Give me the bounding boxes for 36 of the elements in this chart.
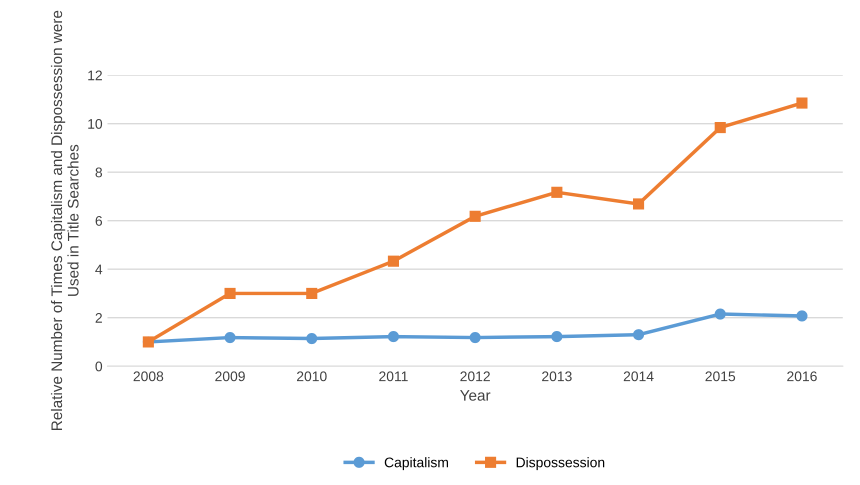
point: [388, 331, 400, 342]
point: [714, 122, 726, 134]
x-tick-label: 2012: [460, 371, 490, 382]
x-tick-label: 2008: [134, 371, 164, 382]
point: [224, 288, 236, 299]
y-tick-label: 10: [88, 119, 102, 129]
x-tick-label: 2013: [542, 371, 572, 382]
y-tick-label: 8: [96, 168, 102, 178]
point: [714, 308, 726, 320]
point: [551, 331, 562, 342]
x-tick-label: 2011: [379, 371, 408, 382]
x-tick-label: 2010: [297, 371, 327, 382]
x-tick-label: 2014: [624, 371, 654, 382]
point: [306, 288, 318, 299]
x-tick-label: 2009: [215, 371, 245, 382]
point: [306, 332, 318, 344]
legend-label: Capitalism: [384, 457, 448, 470]
point: [632, 198, 644, 210]
x-tick-label: 2015: [706, 371, 736, 382]
y-tick-label: 4: [95, 264, 102, 274]
y-axis-title: Relative Number of Times Capitalism and Dispossession were Used in Title Searches: [50, 10, 79, 430]
point: [224, 332, 236, 344]
point: [470, 210, 481, 222]
point: [796, 310, 808, 322]
y-tick-label: 12: [88, 70, 102, 80]
legend-label: Dispossession: [516, 457, 604, 470]
point: [632, 329, 644, 340]
x-axis-title: Year: [460, 390, 490, 401]
point: [796, 98, 808, 109]
point: [388, 256, 400, 267]
y-tick-label: 0: [95, 362, 102, 372]
point: [470, 332, 481, 344]
point: [551, 186, 562, 198]
x-tick-label: 2016: [787, 371, 817, 382]
y-tick-label: 2: [96, 313, 102, 323]
y-tick-label: 6: [96, 216, 102, 226]
